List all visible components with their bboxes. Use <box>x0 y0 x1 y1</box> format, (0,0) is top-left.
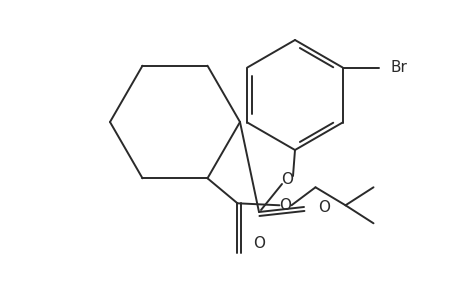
Text: O: O <box>279 198 291 213</box>
Text: O: O <box>317 200 329 214</box>
Text: O: O <box>280 172 292 188</box>
Text: Br: Br <box>390 60 407 75</box>
Text: O: O <box>253 236 265 251</box>
